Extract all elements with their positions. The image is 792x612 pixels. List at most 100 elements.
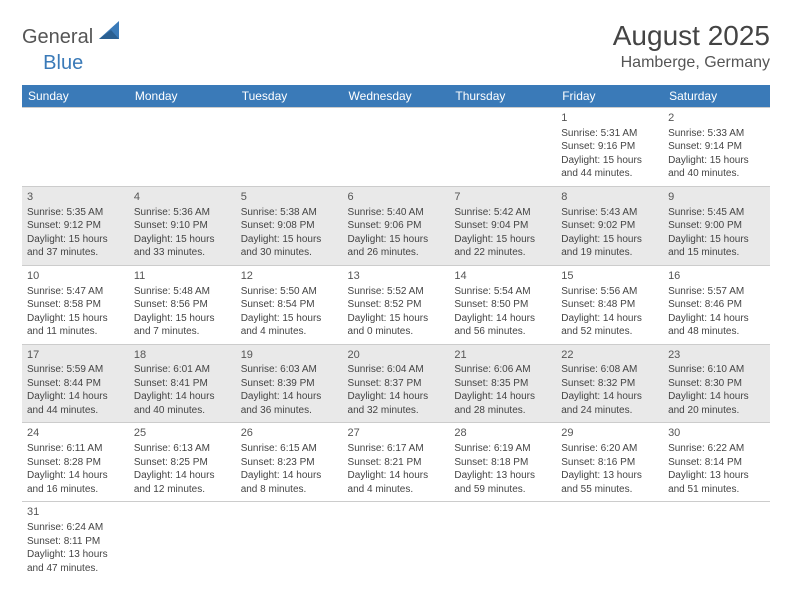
sunrise-line: Sunrise: 6:03 AM — [241, 363, 338, 377]
sunset-line: Sunset: 8:32 PM — [561, 377, 658, 391]
calendar-cell: 18Sunrise: 6:01 AMSunset: 8:41 PMDayligh… — [129, 344, 236, 423]
daylight-line: and 56 minutes. — [454, 325, 551, 339]
day-number: 17 — [27, 348, 124, 363]
daylight-line: Daylight: 15 hours — [134, 233, 231, 247]
sunset-line: Sunset: 8:16 PM — [561, 456, 658, 470]
sunset-line: Sunset: 8:23 PM — [241, 456, 338, 470]
sunrise-line: Sunrise: 5:40 AM — [348, 206, 445, 220]
sunset-line: Sunset: 9:06 PM — [348, 219, 445, 233]
calendar-cell: 5Sunrise: 5:38 AMSunset: 9:08 PMDaylight… — [236, 186, 343, 265]
sunrise-line: Sunrise: 6:13 AM — [134, 442, 231, 456]
sunset-line: Sunset: 8:44 PM — [27, 377, 124, 391]
calendar-cell: 22Sunrise: 6:08 AMSunset: 8:32 PMDayligh… — [556, 344, 663, 423]
sunset-line: Sunset: 9:04 PM — [454, 219, 551, 233]
calendar-cell — [236, 502, 343, 580]
daylight-line: Daylight: 14 hours — [241, 390, 338, 404]
daylight-line: Daylight: 14 hours — [561, 390, 658, 404]
daylight-line: Daylight: 15 hours — [668, 233, 765, 247]
sunrise-line: Sunrise: 6:22 AM — [668, 442, 765, 456]
day-number: 30 — [668, 426, 765, 441]
sunset-line: Sunset: 8:14 PM — [668, 456, 765, 470]
sunset-line: Sunset: 8:56 PM — [134, 298, 231, 312]
calendar-cell — [449, 108, 556, 187]
daylight-line: Daylight: 13 hours — [561, 469, 658, 483]
day-number: 19 — [241, 348, 338, 363]
sunset-line: Sunset: 8:21 PM — [348, 456, 445, 470]
daylight-line: Daylight: 13 hours — [27, 548, 124, 562]
day-number: 16 — [668, 269, 765, 284]
calendar-cell: 12Sunrise: 5:50 AMSunset: 8:54 PMDayligh… — [236, 265, 343, 344]
day-number: 29 — [561, 426, 658, 441]
day-header: Friday — [556, 85, 663, 108]
calendar-cell: 26Sunrise: 6:15 AMSunset: 8:23 PMDayligh… — [236, 423, 343, 502]
daylight-line: and 33 minutes. — [134, 246, 231, 260]
calendar-cell: 19Sunrise: 6:03 AMSunset: 8:39 PMDayligh… — [236, 344, 343, 423]
calendar-cell — [556, 502, 663, 580]
daylight-line: Daylight: 14 hours — [561, 312, 658, 326]
sunset-line: Sunset: 8:52 PM — [348, 298, 445, 312]
day-number: 9 — [668, 190, 765, 205]
sunset-line: Sunset: 9:08 PM — [241, 219, 338, 233]
calendar-cell — [129, 502, 236, 580]
daylight-line: Daylight: 15 hours — [241, 312, 338, 326]
daylight-line: and 12 minutes. — [134, 483, 231, 497]
daylight-line: Daylight: 13 hours — [668, 469, 765, 483]
sunrise-line: Sunrise: 5:35 AM — [27, 206, 124, 220]
sunrise-line: Sunrise: 5:57 AM — [668, 285, 765, 299]
day-number: 13 — [348, 269, 445, 284]
calendar-cell: 1Sunrise: 5:31 AMSunset: 9:16 PMDaylight… — [556, 108, 663, 187]
calendar-row: 1Sunrise: 5:31 AMSunset: 9:16 PMDaylight… — [22, 108, 770, 187]
day-number: 18 — [134, 348, 231, 363]
daylight-line: and 28 minutes. — [454, 404, 551, 418]
daylight-line: Daylight: 15 hours — [134, 312, 231, 326]
daylight-line: and 48 minutes. — [668, 325, 765, 339]
day-number: 4 — [134, 190, 231, 205]
daylight-line: Daylight: 14 hours — [134, 469, 231, 483]
daylight-line: and 11 minutes. — [27, 325, 124, 339]
sunrise-line: Sunrise: 5:48 AM — [134, 285, 231, 299]
sunrise-line: Sunrise: 5:54 AM — [454, 285, 551, 299]
calendar-cell: 29Sunrise: 6:20 AMSunset: 8:16 PMDayligh… — [556, 423, 663, 502]
sunset-line: Sunset: 8:28 PM — [27, 456, 124, 470]
calendar-body: 1Sunrise: 5:31 AMSunset: 9:16 PMDaylight… — [22, 108, 770, 581]
daylight-line: and 7 minutes. — [134, 325, 231, 339]
sunset-line: Sunset: 8:58 PM — [27, 298, 124, 312]
sunset-line: Sunset: 8:25 PM — [134, 456, 231, 470]
daylight-line: Daylight: 14 hours — [668, 312, 765, 326]
day-number: 3 — [27, 190, 124, 205]
sunset-line: Sunset: 8:11 PM — [27, 535, 124, 549]
calendar-cell: 6Sunrise: 5:40 AMSunset: 9:06 PMDaylight… — [343, 186, 450, 265]
day-number: 8 — [561, 190, 658, 205]
calendar-row: 24Sunrise: 6:11 AMSunset: 8:28 PMDayligh… — [22, 423, 770, 502]
logo-text-blue: Blue — [43, 52, 83, 75]
daylight-line: and 20 minutes. — [668, 404, 765, 418]
sunrise-line: Sunrise: 5:43 AM — [561, 206, 658, 220]
sunset-line: Sunset: 8:39 PM — [241, 377, 338, 391]
daylight-line: and 44 minutes. — [27, 404, 124, 418]
daylight-line: and 59 minutes. — [454, 483, 551, 497]
daylight-line: Daylight: 14 hours — [27, 469, 124, 483]
calendar-cell: 21Sunrise: 6:06 AMSunset: 8:35 PMDayligh… — [449, 344, 556, 423]
daylight-line: and 44 minutes. — [561, 167, 658, 181]
calendar-cell: 25Sunrise: 6:13 AMSunset: 8:25 PMDayligh… — [129, 423, 236, 502]
calendar-cell: 11Sunrise: 5:48 AMSunset: 8:56 PMDayligh… — [129, 265, 236, 344]
calendar-cell: 23Sunrise: 6:10 AMSunset: 8:30 PMDayligh… — [663, 344, 770, 423]
daylight-line: and 40 minutes. — [668, 167, 765, 181]
daylight-line: Daylight: 14 hours — [668, 390, 765, 404]
day-header: Saturday — [663, 85, 770, 108]
sunset-line: Sunset: 8:54 PM — [241, 298, 338, 312]
sunrise-line: Sunrise: 6:15 AM — [241, 442, 338, 456]
sunrise-line: Sunrise: 6:17 AM — [348, 442, 445, 456]
daylight-line: Daylight: 14 hours — [27, 390, 124, 404]
sunset-line: Sunset: 9:14 PM — [668, 140, 765, 154]
calendar-row: 17Sunrise: 5:59 AMSunset: 8:44 PMDayligh… — [22, 344, 770, 423]
sunset-line: Sunset: 9:12 PM — [27, 219, 124, 233]
daylight-line: and 40 minutes. — [134, 404, 231, 418]
daylight-line: Daylight: 14 hours — [454, 390, 551, 404]
daylight-line: and 4 minutes. — [241, 325, 338, 339]
daylight-line: Daylight: 14 hours — [134, 390, 231, 404]
sunset-line: Sunset: 8:46 PM — [668, 298, 765, 312]
sunrise-line: Sunrise: 6:01 AM — [134, 363, 231, 377]
daylight-line: and 8 minutes. — [241, 483, 338, 497]
calendar-cell: 16Sunrise: 5:57 AMSunset: 8:46 PMDayligh… — [663, 265, 770, 344]
